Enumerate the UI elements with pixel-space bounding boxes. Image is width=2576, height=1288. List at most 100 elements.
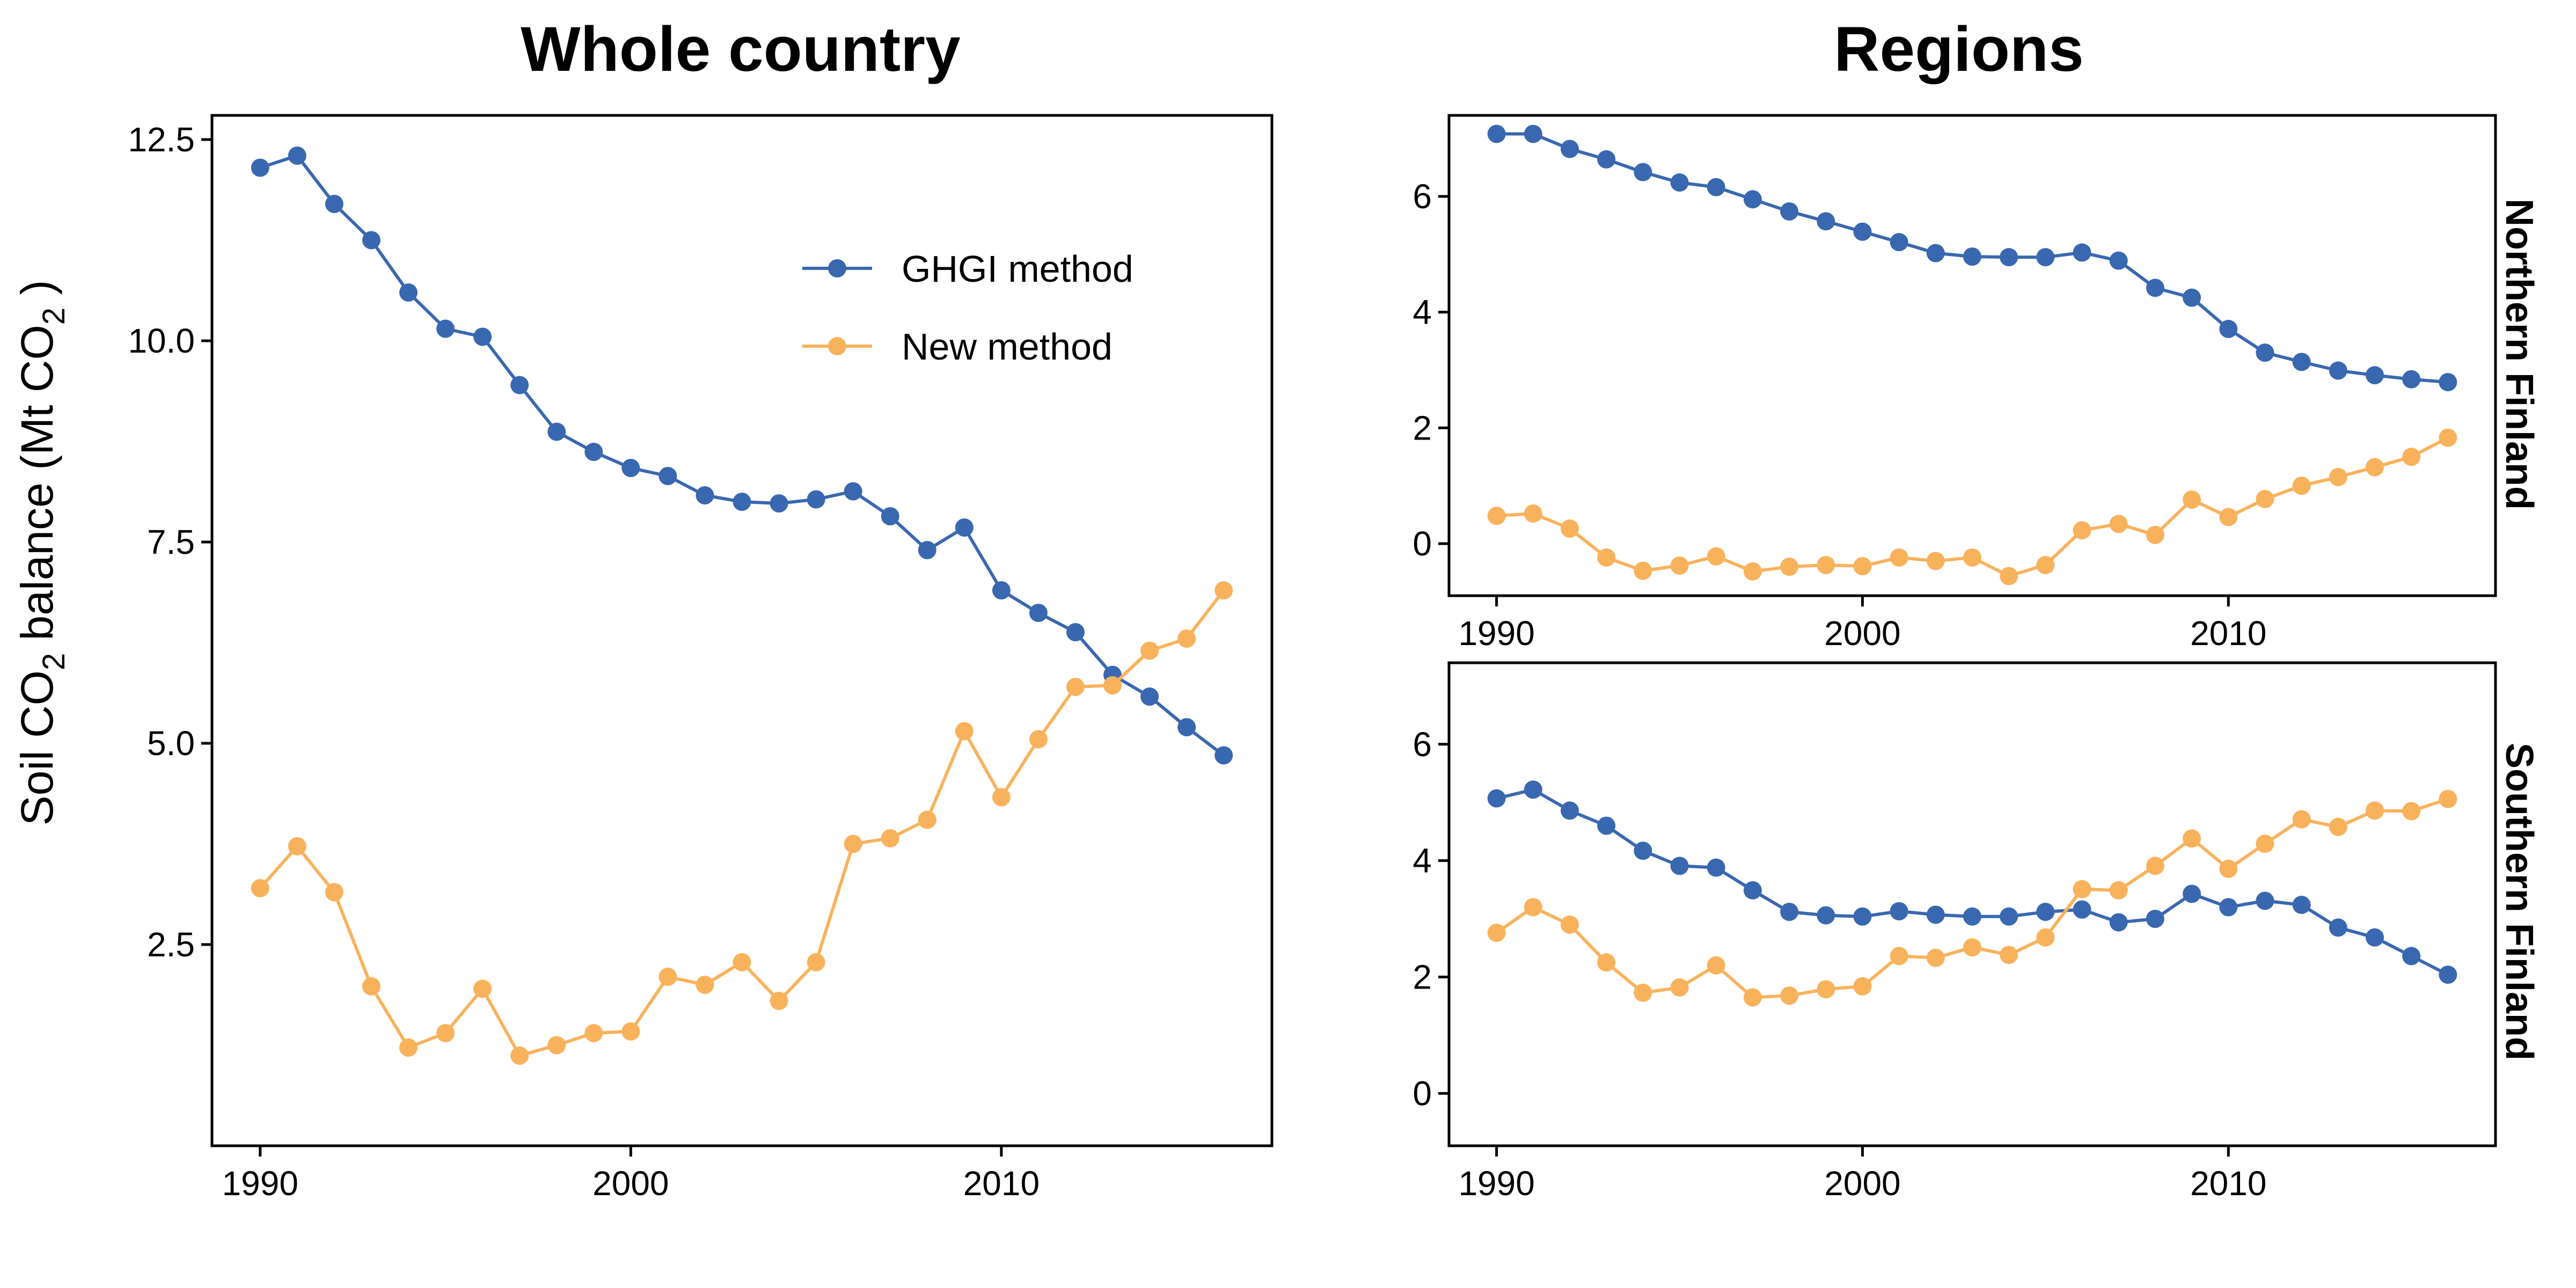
nf-ghgi-point (2292, 353, 2311, 371)
nf-ghgi-point (2109, 251, 2128, 270)
wc-ghgi-point (696, 486, 714, 504)
wc-ghgi-point (955, 518, 974, 537)
nf-new-point (2109, 515, 2128, 533)
nf-ghgi-point (1963, 247, 1981, 266)
sf-new-point (1670, 978, 1689, 997)
nf-x-tick-label: 1990 (1458, 614, 1534, 653)
wc-y-tick-label: 12.5 (128, 120, 195, 159)
southern-finland-panel: 0 2 4 6 1990 2000 2010 (1413, 661, 2497, 1203)
sf-x-tick-label: 1990 (1458, 1164, 1534, 1203)
nf-ghgi-point (2146, 279, 2164, 297)
wc-ghgi-line (259, 154, 1225, 757)
regions-title: Regions (1834, 14, 2084, 85)
southern-finland-strip-label: Southern Finland (2498, 743, 2541, 1060)
sf-ghgi-point (1926, 905, 1945, 924)
sf-new-point (2366, 801, 2384, 820)
nf-new-point (2036, 555, 2055, 574)
wc-new-point (510, 1046, 529, 1065)
wc-ghgi-point (658, 467, 677, 485)
sf-ghgi-point (1743, 881, 1762, 899)
legend-ghgi-label: GHGI method (902, 248, 1133, 290)
sf-new-point (1487, 924, 1506, 942)
sf-new-point (2036, 928, 2055, 947)
sf-ghgi-point (2000, 907, 2018, 926)
northern-finland-strip-label: Northern Finland (2498, 199, 2541, 510)
wc-new-point (288, 837, 306, 855)
sf-ghgi-point (1817, 906, 1835, 925)
sf-new-point (2329, 817, 2347, 836)
wc-new-point (473, 979, 492, 998)
wc-new-point (436, 1024, 455, 1042)
sf-new-point (2073, 880, 2091, 898)
nf-new-point (1963, 548, 1981, 567)
sf-ghgi-point (2073, 900, 2091, 919)
sf-ghgi-point (1524, 780, 1542, 799)
sf-new-point (1926, 948, 1945, 967)
sf-new-point (1780, 986, 1799, 1005)
sf-new-point (1561, 915, 1579, 934)
sf-ghgi-point (2183, 884, 2201, 903)
sf-new-point (2109, 881, 2128, 899)
legend-new-label: New method (902, 326, 1113, 368)
nf-new-point (1561, 519, 1579, 538)
wc-new-point (1066, 678, 1085, 696)
sf-x-tick-label: 2010 (2190, 1164, 2266, 1203)
wc-ghgi-point (1177, 718, 1196, 736)
whole-country-panel: 2.5 5.0 7.5 10.0 12.5 1990 2000 2010 (128, 114, 1274, 1203)
wc-ghgi-point (1140, 687, 1159, 706)
wc-ghgi-point (251, 158, 269, 177)
wc-new-point (992, 788, 1011, 807)
nf-ghgi-point (1890, 233, 1908, 252)
nf-new-point (1853, 557, 1872, 576)
wc-new-point (621, 1022, 640, 1041)
sf-new-point (1963, 938, 1981, 957)
wc-ghgi-point (436, 319, 455, 338)
nf-new-point (2183, 491, 2201, 509)
nf-ghgi-point (2036, 248, 2055, 267)
wc-ghgi-point (770, 494, 788, 513)
sf-ghgi-point (1487, 789, 1506, 808)
nf-ghgi-point (1524, 125, 1542, 143)
nf-new-point (1707, 547, 1725, 566)
sf-ghgi-point (2146, 910, 2164, 928)
wc-new-point (547, 1036, 566, 1055)
sf-ghgi-point (2219, 898, 2238, 917)
sf-ghgi-point (1634, 841, 1652, 860)
sf-ghgi-point (1890, 902, 1908, 921)
sf-ghgi-point (1561, 801, 1579, 820)
wc-ghgi-point (362, 231, 380, 250)
sf-new-point (2183, 829, 2201, 848)
sf-ghgi-point (1707, 858, 1725, 877)
nf-new-point (2329, 467, 2347, 486)
nf-new-point (1890, 548, 1908, 567)
wc-new-line (259, 589, 1225, 1057)
sf-ghgi-point (2036, 903, 2055, 921)
wc-ghgi-point (547, 422, 566, 441)
nf-ghgi-point (1670, 173, 1689, 192)
wc-new-point (362, 977, 380, 996)
nf-new-point (1743, 562, 1762, 581)
nf-ghgi-point (1926, 244, 1945, 262)
nf-ghgi-point (1597, 150, 1616, 169)
wc-y-tick-label: 2.5 (147, 925, 195, 964)
wc-ghgi-point (918, 541, 936, 559)
legend: GHGI method New method (802, 248, 1133, 368)
northern-finland-panel: 0 2 4 6 1990 2000 2010 (1413, 114, 2497, 653)
wc-ghgi-point (510, 376, 529, 394)
nf-new-point (1670, 556, 1689, 575)
nf-ghgi-point (2329, 361, 2347, 380)
nf-ghgi-point (2256, 343, 2274, 362)
wc-ghgi-point (584, 443, 603, 461)
nf-ghgi-point (1707, 178, 1725, 196)
sf-ghgi-point (2439, 965, 2457, 984)
nf-y-tick-label: 6 (1413, 177, 1432, 216)
wc-ghgi-point (881, 507, 899, 525)
sf-ghgi-point (1670, 857, 1689, 875)
sf-new-point (2439, 789, 2457, 808)
sf-new-point (2292, 810, 2311, 829)
wc-y-tick-label: 5.0 (147, 724, 195, 763)
nf-y-tick-label: 4 (1413, 293, 1432, 332)
nf-ghgi-point (2219, 319, 2238, 338)
sf-ghgi-point (2329, 918, 2347, 937)
nf-ghgi-point (1634, 163, 1652, 181)
